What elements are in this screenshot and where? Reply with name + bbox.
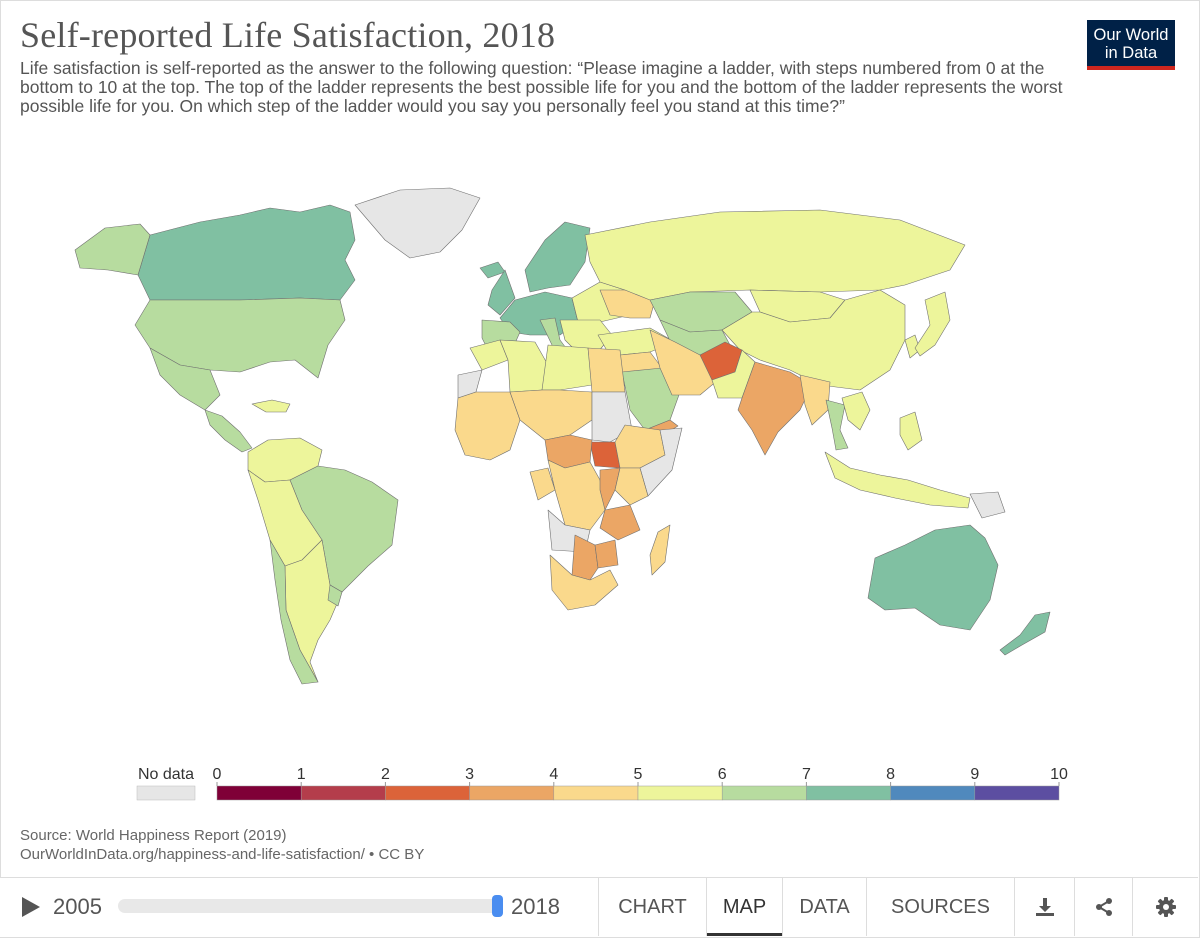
country-southeast-asia[interactable]: [841, 391, 871, 431]
settings-button[interactable]: [1132, 878, 1198, 936]
country-gabon-congo[interactable]: [529, 467, 556, 501]
country-egypt[interactable]: [587, 347, 626, 393]
download-icon: [1035, 898, 1054, 916]
timeline-end-year[interactable]: 2018: [511, 894, 560, 919]
share-button[interactable]: [1074, 878, 1132, 936]
country-china[interactable]: [721, 289, 906, 391]
share-icon: [1095, 898, 1112, 916]
country-philippines[interactable]: [899, 411, 923, 451]
country-zimbabwe[interactable]: [594, 539, 619, 569]
play-button[interactable]: [22, 897, 40, 917]
country-east-africa[interactable]: [599, 467, 621, 511]
chart-subtitle: Life satisfaction is self-reported as th…: [20, 58, 1063, 116]
source-note: Source: World Happiness Report (2019) Ou…: [20, 826, 424, 864]
country-australia[interactable]: [867, 524, 999, 631]
country-caribbean[interactable]: [251, 399, 291, 413]
country-tanzania[interactable]: [599, 504, 641, 541]
country-madagascar[interactable]: [649, 524, 671, 576]
country-greenland[interactable]: [354, 187, 481, 259]
timeline-handle[interactable]: [492, 895, 503, 917]
tab-sources[interactable]: SOURCES: [866, 878, 1014, 936]
logo-line-1: Our World: [1093, 26, 1169, 44]
country-sahel[interactable]: [509, 389, 593, 441]
country-mexico[interactable]: [149, 347, 221, 411]
source-url-line[interactable]: OurWorldInData.org/happiness-and-life-sa…: [20, 846, 425, 863]
country-india[interactable]: [737, 361, 813, 456]
country-central-america[interactable]: [204, 409, 253, 453]
country-canada[interactable]: [137, 204, 356, 301]
source-line: Source: World Happiness Report (2019): [20, 827, 287, 844]
chart-title: Self-reported Life Satisfaction, 2018: [20, 15, 556, 55]
timeline-track[interactable]: [118, 899, 501, 913]
download-button[interactable]: [1014, 878, 1074, 936]
country-west-africa[interactable]: [454, 391, 521, 461]
country-new-zealand[interactable]: [999, 611, 1051, 656]
country-alaska[interactable]: [74, 223, 151, 276]
country-bangladesh-myanmar[interactable]: [799, 374, 831, 426]
country-algeria[interactable]: [499, 339, 549, 393]
logo-line-2: in Data: [1104, 44, 1158, 62]
owid-logo[interactable]: Our World in Data: [1087, 20, 1175, 70]
controls-bar: 2005 2018 CHART MAP DATA SOURCES: [0, 877, 1198, 937]
country-kenya[interactable]: [614, 467, 649, 506]
country-southern-africa[interactable]: [571, 534, 599, 581]
country-united-kingdom[interactable]: [487, 269, 516, 316]
world-map[interactable]: [0, 0, 1200, 760]
timeline-start-year[interactable]: 2005: [53, 894, 102, 919]
tab-map[interactable]: MAP: [706, 878, 782, 936]
country-japan[interactable]: [914, 291, 951, 357]
country-south-africa[interactable]: [549, 554, 619, 611]
tab-data[interactable]: DATA: [782, 878, 866, 936]
country-scandinavia[interactable]: [524, 221, 591, 293]
country-chile[interactable]: [269, 539, 319, 685]
country-papua-new-guinea[interactable]: [969, 491, 1006, 519]
tab-chart[interactable]: CHART: [598, 878, 706, 936]
country-libya[interactable]: [541, 344, 593, 391]
country-russia[interactable]: [584, 209, 966, 301]
country-indonesia[interactable]: [824, 451, 971, 509]
gear-icon: [1155, 897, 1176, 917]
country-uruguay[interactable]: [327, 584, 343, 607]
country-iran[interactable]: [649, 329, 719, 396]
